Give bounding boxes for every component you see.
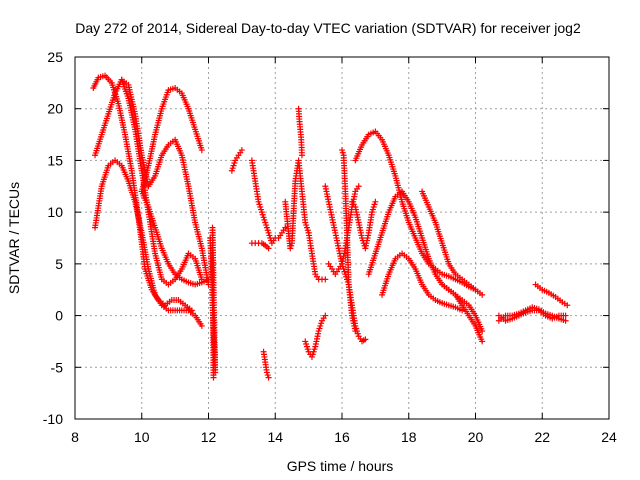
tick-layer: 8 10 12 14 16 18 20 22 24 -10 -5 0 5 10 15 20 25 <box>43 49 617 445</box>
data-point <box>198 322 205 329</box>
series-track-15 <box>305 229 329 283</box>
x-tick-label: 10 <box>134 429 150 445</box>
series-track-9 <box>248 157 289 247</box>
data-point <box>265 374 272 381</box>
series-track-26 <box>495 307 569 324</box>
data-point <box>322 312 329 319</box>
chart-title: Day 272 of 2014, Sidereal Day-to-day VTE… <box>75 20 581 36</box>
grid-layer <box>75 57 609 419</box>
series-track-11 <box>260 348 272 381</box>
x-axis-label: GPS time / hours <box>287 458 394 474</box>
data-point <box>372 198 379 205</box>
x-tick-label: 20 <box>468 429 484 445</box>
y-tick-label: 15 <box>47 152 63 168</box>
data-point <box>479 291 486 298</box>
series-track-7 <box>207 224 219 381</box>
series-track-22 <box>379 250 466 314</box>
series-track-6 <box>138 188 212 288</box>
data-point <box>298 152 305 159</box>
series-track-18 <box>339 147 359 335</box>
x-tick-label: 22 <box>534 429 550 445</box>
data-point <box>282 224 289 231</box>
x-tick-label: 16 <box>334 429 350 445</box>
x-tick-label: 12 <box>201 429 217 445</box>
data-point <box>355 183 362 190</box>
data-point <box>362 336 369 343</box>
data-point <box>472 286 479 293</box>
series-track-12 <box>282 157 312 252</box>
series-track-27 <box>532 281 571 309</box>
data-point <box>562 312 569 319</box>
data-point <box>479 338 486 345</box>
data-point <box>479 328 486 335</box>
data-point <box>198 147 205 154</box>
y-tick-label: 20 <box>47 101 63 117</box>
series-track-24 <box>439 281 486 345</box>
data-point <box>459 307 466 314</box>
series-track-4 <box>118 76 205 288</box>
series-track-10 <box>248 240 272 252</box>
data-point <box>562 317 569 324</box>
series-track-14 <box>302 312 329 360</box>
series-track-3 <box>92 157 205 329</box>
y-tick-label: -5 <box>51 359 64 375</box>
data-points <box>90 72 571 381</box>
y-tick-label: -10 <box>43 411 63 427</box>
y-tick-label: 10 <box>47 204 63 220</box>
series-track-13 <box>295 105 305 159</box>
series-track-8 <box>228 147 245 174</box>
x-tick-label: 14 <box>267 429 283 445</box>
data-point <box>265 245 272 252</box>
y-axis-label: SDTVAR / TECUs <box>6 182 22 294</box>
x-tick-label: 8 <box>71 429 79 445</box>
y-tick-label: 25 <box>47 49 63 65</box>
data-point <box>352 328 359 335</box>
series-track-5 <box>138 85 205 195</box>
data-point <box>564 302 571 309</box>
y-tick-label: 5 <box>55 256 63 272</box>
data-point <box>238 147 245 154</box>
data-point <box>322 276 329 283</box>
data-point <box>210 374 217 381</box>
x-tick-label: 18 <box>401 429 417 445</box>
y-tick-label: 0 <box>55 308 63 324</box>
series-track-17 <box>325 183 362 278</box>
series-track-23 <box>419 188 479 293</box>
x-tick-label: 24 <box>601 429 617 445</box>
series-track-19 <box>349 198 379 252</box>
